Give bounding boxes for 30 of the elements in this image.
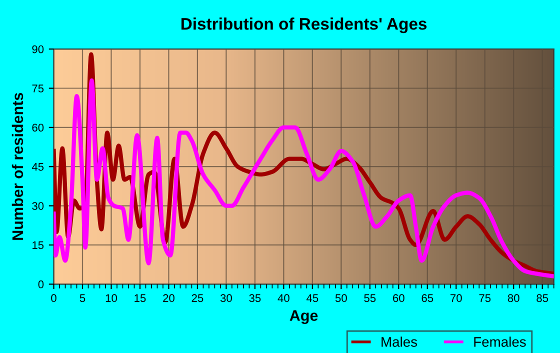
x-tick-label: 60 [393, 294, 404, 302]
y-axis-title: Number of residents [12, 92, 24, 240]
x-tick-label: 5 [80, 294, 86, 302]
x-tick-label: 15 [134, 294, 146, 302]
x-tick-label: 10 [106, 294, 117, 302]
x-tick-label: 45 [306, 294, 318, 302]
x-tick-label: 75 [479, 294, 491, 302]
y-tick-label: 75 [32, 84, 44, 92]
chart-title: Distribution of Residents' Ages [181, 18, 427, 34]
x-axis-title: Age [290, 310, 318, 324]
legend-label: Males [382, 336, 418, 347]
y-tick-label: 45 [32, 163, 44, 171]
legend-label: Females [474, 336, 526, 347]
x-tick-label: 70 [450, 294, 462, 302]
x-tick-label: 65 [422, 294, 434, 302]
x-tick-label: 85 [536, 294, 548, 302]
x-tick-label: 40 [278, 294, 290, 302]
y-tick-label: 15 [32, 241, 44, 250]
x-tick-label: 25 [192, 294, 204, 302]
x-tick-label: 50 [335, 294, 347, 302]
x-tick-label: 35 [249, 294, 261, 302]
x-tick-label: 0 [51, 294, 56, 302]
x-tick-label: 80 [508, 294, 520, 302]
y-tick-label: 30 [32, 202, 44, 210]
y-tick-label: 0 [38, 280, 44, 288]
x-tick-label: 30 [220, 294, 232, 302]
x-tick-label: 55 [364, 294, 376, 302]
y-tick-label: 90 [32, 45, 44, 54]
y-tick-label: 60 [32, 124, 44, 132]
x-tick-label: 20 [163, 294, 174, 302]
